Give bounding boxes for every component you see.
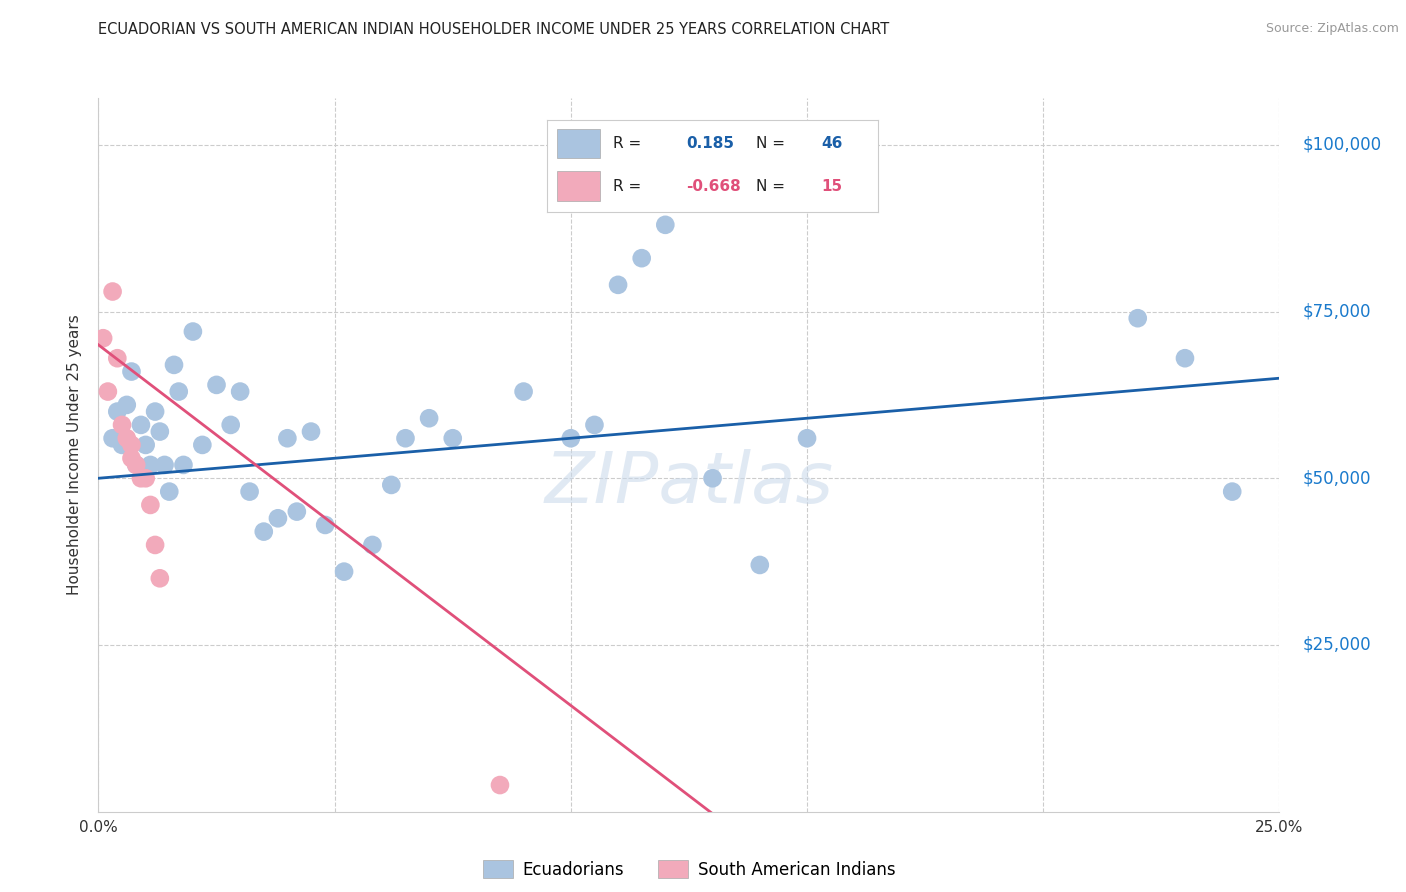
Point bbox=[229, 384, 252, 399]
Point bbox=[239, 484, 262, 499]
Point bbox=[149, 425, 172, 439]
Point bbox=[512, 384, 534, 399]
Point bbox=[205, 377, 228, 392]
Point bbox=[139, 498, 162, 512]
Point bbox=[129, 417, 152, 432]
Point bbox=[1126, 311, 1149, 326]
Point bbox=[143, 404, 166, 418]
Point bbox=[748, 558, 770, 572]
Point bbox=[702, 471, 724, 485]
Point bbox=[143, 538, 166, 552]
Point bbox=[115, 431, 138, 445]
Text: $50,000: $50,000 bbox=[1303, 469, 1372, 487]
Y-axis label: Householder Income Under 25 years: Householder Income Under 25 years bbox=[67, 315, 83, 595]
Text: $100,000: $100,000 bbox=[1303, 136, 1382, 153]
Point bbox=[314, 518, 336, 533]
Point bbox=[105, 404, 128, 418]
Point bbox=[583, 417, 606, 432]
Point bbox=[101, 285, 124, 299]
Point bbox=[607, 277, 630, 292]
Point bbox=[489, 778, 512, 792]
Point bbox=[219, 417, 242, 432]
Point bbox=[267, 511, 290, 525]
Point bbox=[153, 458, 176, 472]
Point bbox=[654, 218, 676, 232]
Point bbox=[111, 417, 134, 432]
Point bbox=[380, 478, 402, 492]
Point bbox=[125, 458, 148, 472]
Text: $25,000: $25,000 bbox=[1303, 636, 1372, 654]
Legend: Ecuadorians, South American Indians: Ecuadorians, South American Indians bbox=[477, 854, 901, 886]
Point bbox=[139, 458, 162, 472]
Point bbox=[105, 351, 128, 366]
Point bbox=[167, 384, 190, 399]
Point bbox=[97, 384, 120, 399]
Point bbox=[560, 431, 582, 445]
Text: ZIPatlas: ZIPatlas bbox=[544, 449, 834, 518]
Text: Source: ZipAtlas.com: Source: ZipAtlas.com bbox=[1265, 22, 1399, 36]
Point bbox=[91, 331, 114, 345]
Point bbox=[276, 431, 298, 445]
Point bbox=[361, 538, 384, 552]
Point bbox=[111, 438, 134, 452]
Point bbox=[121, 438, 143, 452]
Point bbox=[394, 431, 416, 445]
Point bbox=[1174, 351, 1197, 366]
Point bbox=[796, 431, 818, 445]
Point bbox=[135, 471, 157, 485]
Point bbox=[101, 431, 124, 445]
Point bbox=[157, 484, 180, 499]
Point bbox=[121, 451, 143, 466]
Point bbox=[299, 425, 322, 439]
Point bbox=[149, 571, 172, 585]
Point bbox=[441, 431, 464, 445]
Point bbox=[191, 438, 214, 452]
Point bbox=[125, 458, 148, 472]
Point bbox=[115, 398, 138, 412]
Point bbox=[1220, 484, 1243, 499]
Point bbox=[630, 251, 652, 265]
Point bbox=[253, 524, 276, 539]
Point bbox=[163, 358, 186, 372]
Point bbox=[135, 438, 157, 452]
Text: $75,000: $75,000 bbox=[1303, 302, 1372, 320]
Point bbox=[129, 471, 152, 485]
Text: ECUADORIAN VS SOUTH AMERICAN INDIAN HOUSEHOLDER INCOME UNDER 25 YEARS CORRELATIO: ECUADORIAN VS SOUTH AMERICAN INDIAN HOUS… bbox=[98, 22, 890, 37]
Point bbox=[333, 565, 356, 579]
Point bbox=[121, 365, 143, 379]
Point bbox=[172, 458, 194, 472]
Point bbox=[285, 505, 308, 519]
Point bbox=[181, 325, 204, 339]
Point bbox=[418, 411, 440, 425]
